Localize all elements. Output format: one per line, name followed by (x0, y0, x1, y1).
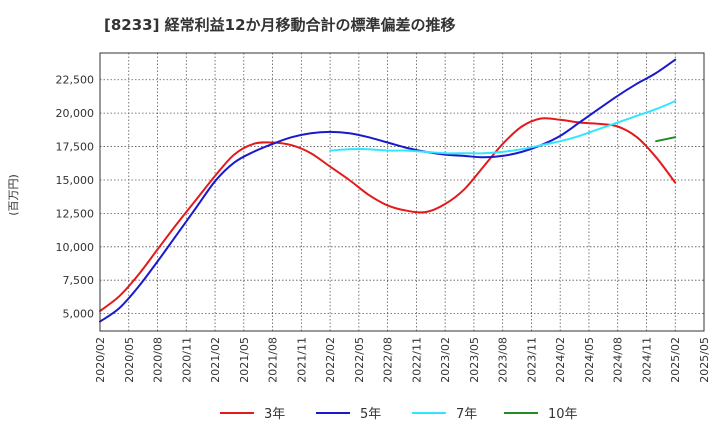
x-tick-label: 2022/02 (324, 337, 337, 383)
x-tick-label: 2021/08 (267, 337, 280, 383)
x-tick-label: 2025/05 (698, 337, 711, 383)
series-line-3 (329, 100, 677, 155)
y-tick-label: 12,500 (56, 207, 95, 220)
y-tick-label: 5,000 (63, 308, 95, 321)
x-tick-label: 2023/08 (497, 337, 510, 383)
x-tick-label: 2024/02 (554, 337, 567, 383)
series-line-4 (655, 136, 677, 143)
x-tick-label: 2023/02 (439, 337, 452, 383)
y-tick-label: 20,000 (56, 107, 95, 120)
x-axis: 2020/02 2020/05 2020/08 2020/11 2021/02 2021/… (94, 337, 711, 383)
y-tick-label: 15,000 (56, 174, 95, 187)
y-tick-label: 22,500 (56, 74, 95, 87)
x-tick-label: 2024/08 (612, 337, 625, 383)
legend-label: 10年 (548, 407, 578, 422)
legend-label: 7年 (456, 407, 477, 422)
plot-frame (99, 52, 705, 332)
y-tick-label: 10,000 (56, 241, 95, 254)
x-tick-label: 2023/11 (525, 337, 538, 383)
x-tick-label: 2020/08 (152, 337, 165, 383)
y-axis: 5,000 7,500 10,000 12,500 15,000 17,500 20,000… (56, 74, 95, 321)
series-line-2 (99, 58, 677, 323)
y-tick-label: 17,500 (56, 141, 95, 154)
plot-area (100, 53, 704, 331)
x-tick-label: 2022/05 (353, 337, 366, 383)
legend-label: 3年 (264, 407, 285, 422)
legend: 3年 5年 7年 10年 (220, 407, 578, 422)
y-axis-label: (百万円) (7, 174, 20, 216)
legend-label: 5年 (360, 407, 381, 422)
x-tick-label: 2025/02 (669, 337, 682, 383)
x-tick-label: 2020/02 (94, 337, 107, 383)
x-tick-label: 2021/11 (295, 337, 308, 383)
x-tick-label: 2020/11 (180, 337, 193, 383)
chart-title: [8233] 経常利益12か月移動合計の標準偏差の推移 (104, 16, 456, 34)
x-tick-label: 2022/08 (382, 337, 395, 383)
x-tick-label: 2024/05 (583, 337, 596, 383)
y-tick-label: 7,500 (63, 274, 95, 287)
x-tick-label: 2023/05 (468, 337, 481, 383)
series-group (99, 58, 677, 323)
x-tick-label: 2024/11 (640, 337, 653, 383)
grid (99, 53, 705, 331)
x-tick-label: 2020/05 (123, 337, 136, 383)
x-tick-label: 2022/11 (410, 337, 423, 383)
x-tick-label: 2021/02 (209, 337, 222, 383)
x-tick-label: 2021/05 (238, 337, 251, 383)
